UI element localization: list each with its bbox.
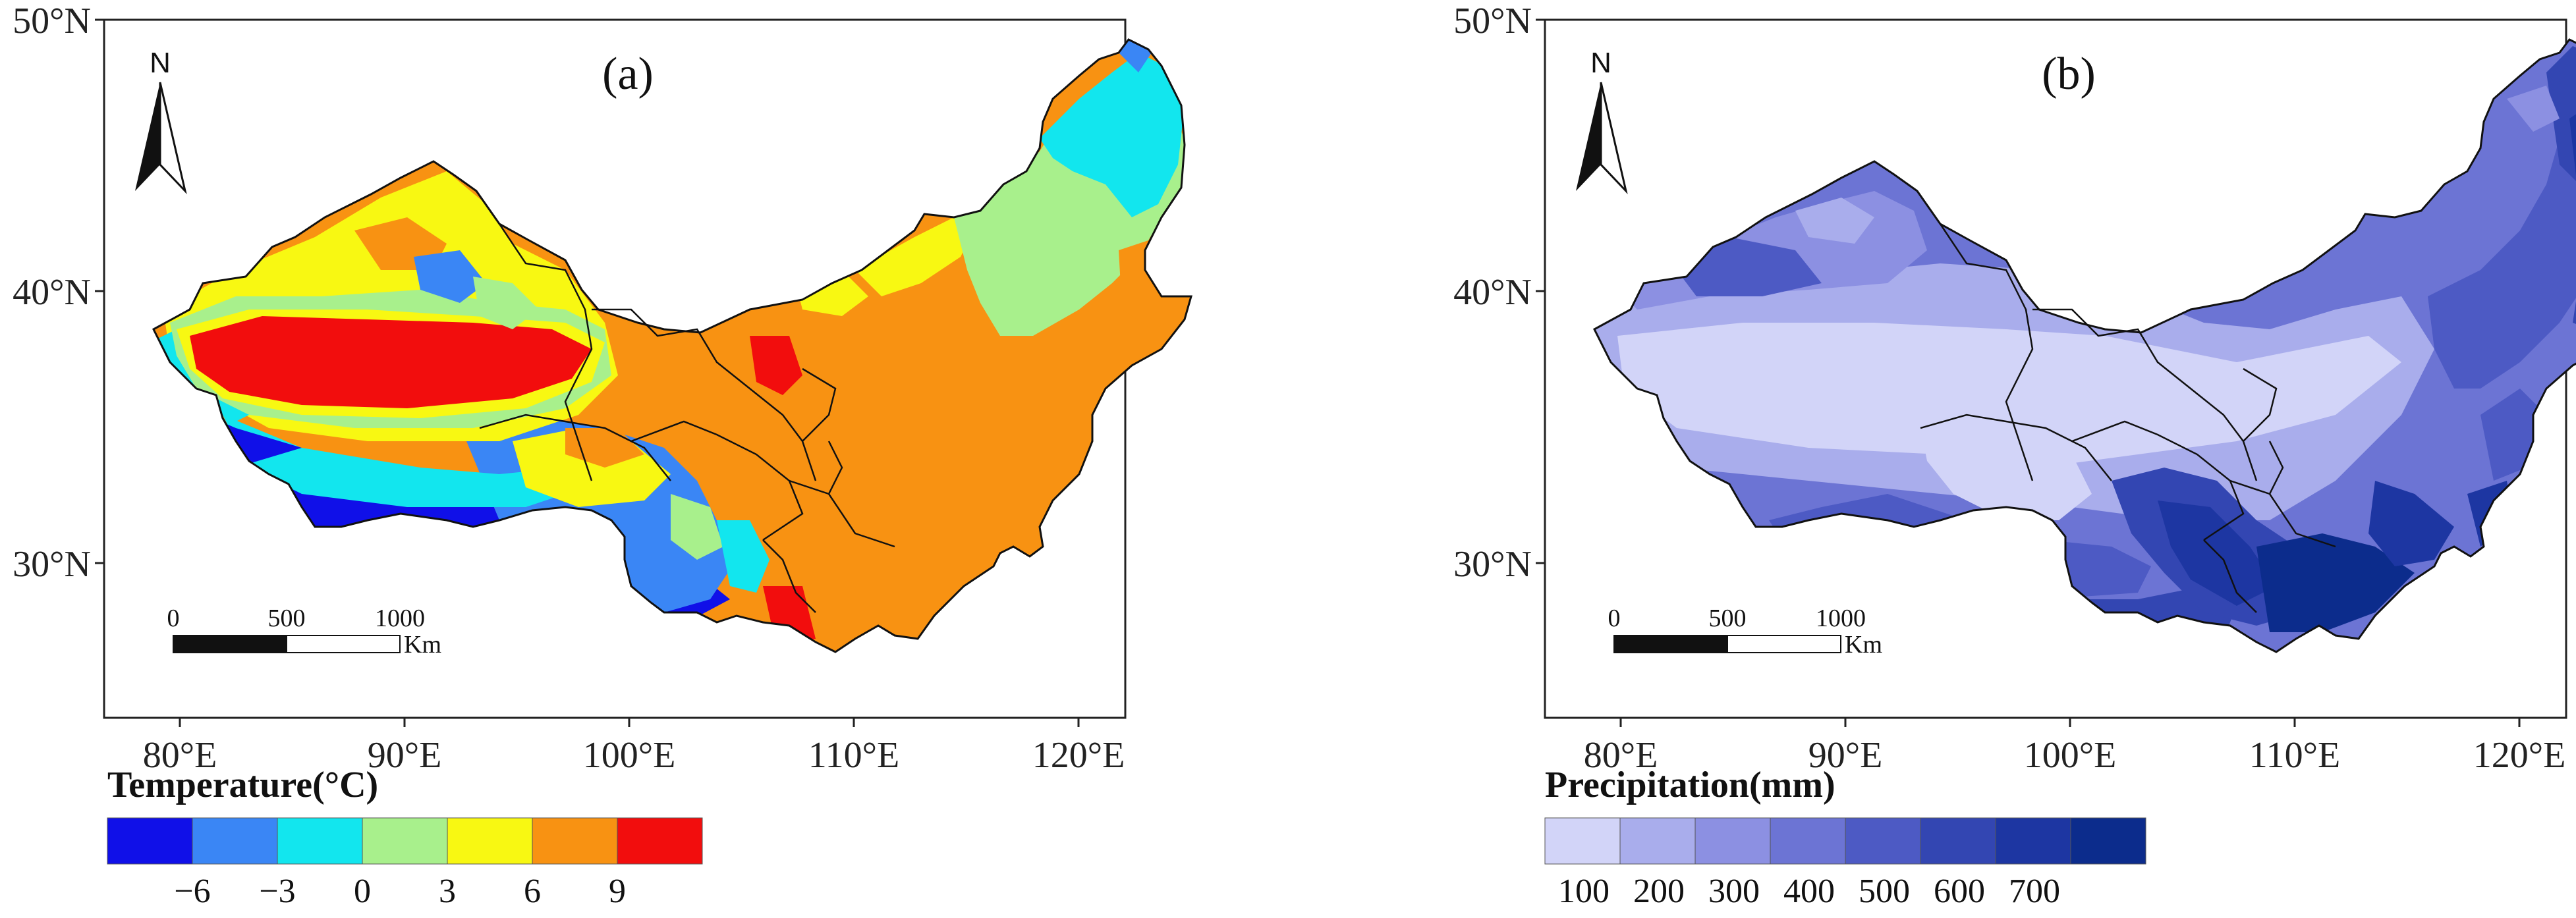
legend-swatch <box>447 817 533 865</box>
legend-swatches <box>107 817 703 865</box>
legend-tick-label: 300 <box>1708 873 1760 910</box>
lon-label-100: 100°E <box>583 735 676 776</box>
lat-label-40: 40°N <box>1453 272 1532 313</box>
legend-tick-label: 600 <box>1934 873 1985 910</box>
legend-tick-labels: 100 200 300 400 500 600 700 <box>1558 873 2060 910</box>
legend-swatch <box>362 817 448 865</box>
lon-label-100: 100°E <box>2024 735 2117 776</box>
panel-label: (a) <box>602 49 654 99</box>
legend-tick-label: 700 <box>2009 873 2060 910</box>
axis-ticks <box>1536 18 2521 727</box>
legend-tick-labels: −6 −3 0 3 6 9 <box>174 873 626 910</box>
north-label: N <box>150 47 171 79</box>
legend-swatch <box>1995 817 2071 865</box>
scale-bar: 0 500 1000 Km <box>1608 605 1883 659</box>
lat-label-50: 50°N <box>1453 1 1532 41</box>
legend-title: Temperature(°C) <box>107 765 378 805</box>
scale-label-0: 0 <box>167 605 180 632</box>
legend-tick-label: 200 <box>1633 873 1685 910</box>
legend-swatch <box>617 817 703 865</box>
legend-swatch <box>1845 817 1921 865</box>
legend-swatch <box>1920 817 1996 865</box>
lon-label-80: 80°E <box>1584 735 1658 776</box>
legend-tick-label: 9 <box>609 873 626 910</box>
legend-precipitation: Precipitation(mm) 100 200 300 400 500 600 700 <box>1544 765 2146 910</box>
lon-label-80: 80°E <box>143 735 217 776</box>
legend-swatch <box>532 817 618 865</box>
scale-unit: Km <box>1845 631 1882 659</box>
lon-label-110: 110°E <box>2249 735 2341 776</box>
legend-tick-label: 500 <box>1859 873 1910 910</box>
scale-label-500: 500 <box>268 605 306 632</box>
legend-swatch <box>107 817 193 865</box>
scale-unit: Km <box>404 631 441 659</box>
lon-label-90: 90°E <box>1808 735 1883 776</box>
legend-swatch <box>1770 817 1846 865</box>
legend-swatch <box>1694 817 1771 865</box>
legend-tick-label: −6 <box>174 873 210 910</box>
province-boundaries <box>1920 223 2336 613</box>
legend-swatch <box>2070 817 2146 865</box>
north-arrow-icon: N <box>135 47 187 195</box>
lat-label-30: 30°N <box>1453 544 1532 585</box>
axis-ticks <box>95 18 1080 727</box>
legend-tick-label: 400 <box>1783 873 1835 910</box>
legend-swatches <box>1544 817 2146 865</box>
province-boundaries <box>479 223 895 613</box>
legend-tick-label: 6 <box>524 873 541 910</box>
legend-title: Precipitation(mm) <box>1545 765 1835 805</box>
lon-label-90: 90°E <box>368 735 442 776</box>
lon-label-120: 120°E <box>1032 735 1125 776</box>
map-panel-precipitation: 50°N 40°N 30°N 80°E 90°E 100°E 110°E 120… <box>1453 1 2576 776</box>
north-label: N <box>1590 47 1611 79</box>
legend-swatch <box>192 817 278 865</box>
north-arrow-icon: N <box>1576 47 1628 195</box>
lon-label-120: 120°E <box>2473 735 2566 776</box>
scale-label-1000: 1000 <box>375 605 425 632</box>
legend-tick-label: 100 <box>1558 873 1610 910</box>
longitude-labels: 80°E 90°E 100°E 110°E 120°E <box>1584 735 2566 776</box>
legend-temperature: Temperature(°C) −6 −3 0 3 6 9 <box>107 765 703 910</box>
lat-label-40: 40°N <box>13 272 91 313</box>
legend-swatch <box>1619 817 1696 865</box>
longitude-labels: 80°E 90°E 100°E 110°E 120°E <box>143 735 1125 776</box>
scale-bar: 0 500 1000 Km <box>167 605 442 659</box>
legend-swatch <box>1544 817 1621 865</box>
panel-label: (b) <box>2042 49 2096 99</box>
lon-label-110: 110°E <box>808 735 900 776</box>
lat-label-30: 30°N <box>13 544 91 585</box>
latitude-labels: 50°N 40°N 30°N <box>1453 1 1532 585</box>
scale-label-500: 500 <box>1709 605 1747 632</box>
legend-tick-label: −3 <box>259 873 295 910</box>
map-panel-temperature: 50°N 40°N 30°N 80°E 90°E 100°E 110°E 120… <box>13 1 1192 776</box>
scale-label-1000: 1000 <box>1816 605 1866 632</box>
legend-tick-label: 3 <box>439 873 456 910</box>
legend-tick-label: 0 <box>354 873 371 910</box>
scale-label-0: 0 <box>1608 605 1621 632</box>
lat-label-50: 50°N <box>13 1 91 41</box>
latitude-labels: 50°N 40°N 30°N <box>13 1 91 585</box>
legend-swatch <box>277 817 363 865</box>
